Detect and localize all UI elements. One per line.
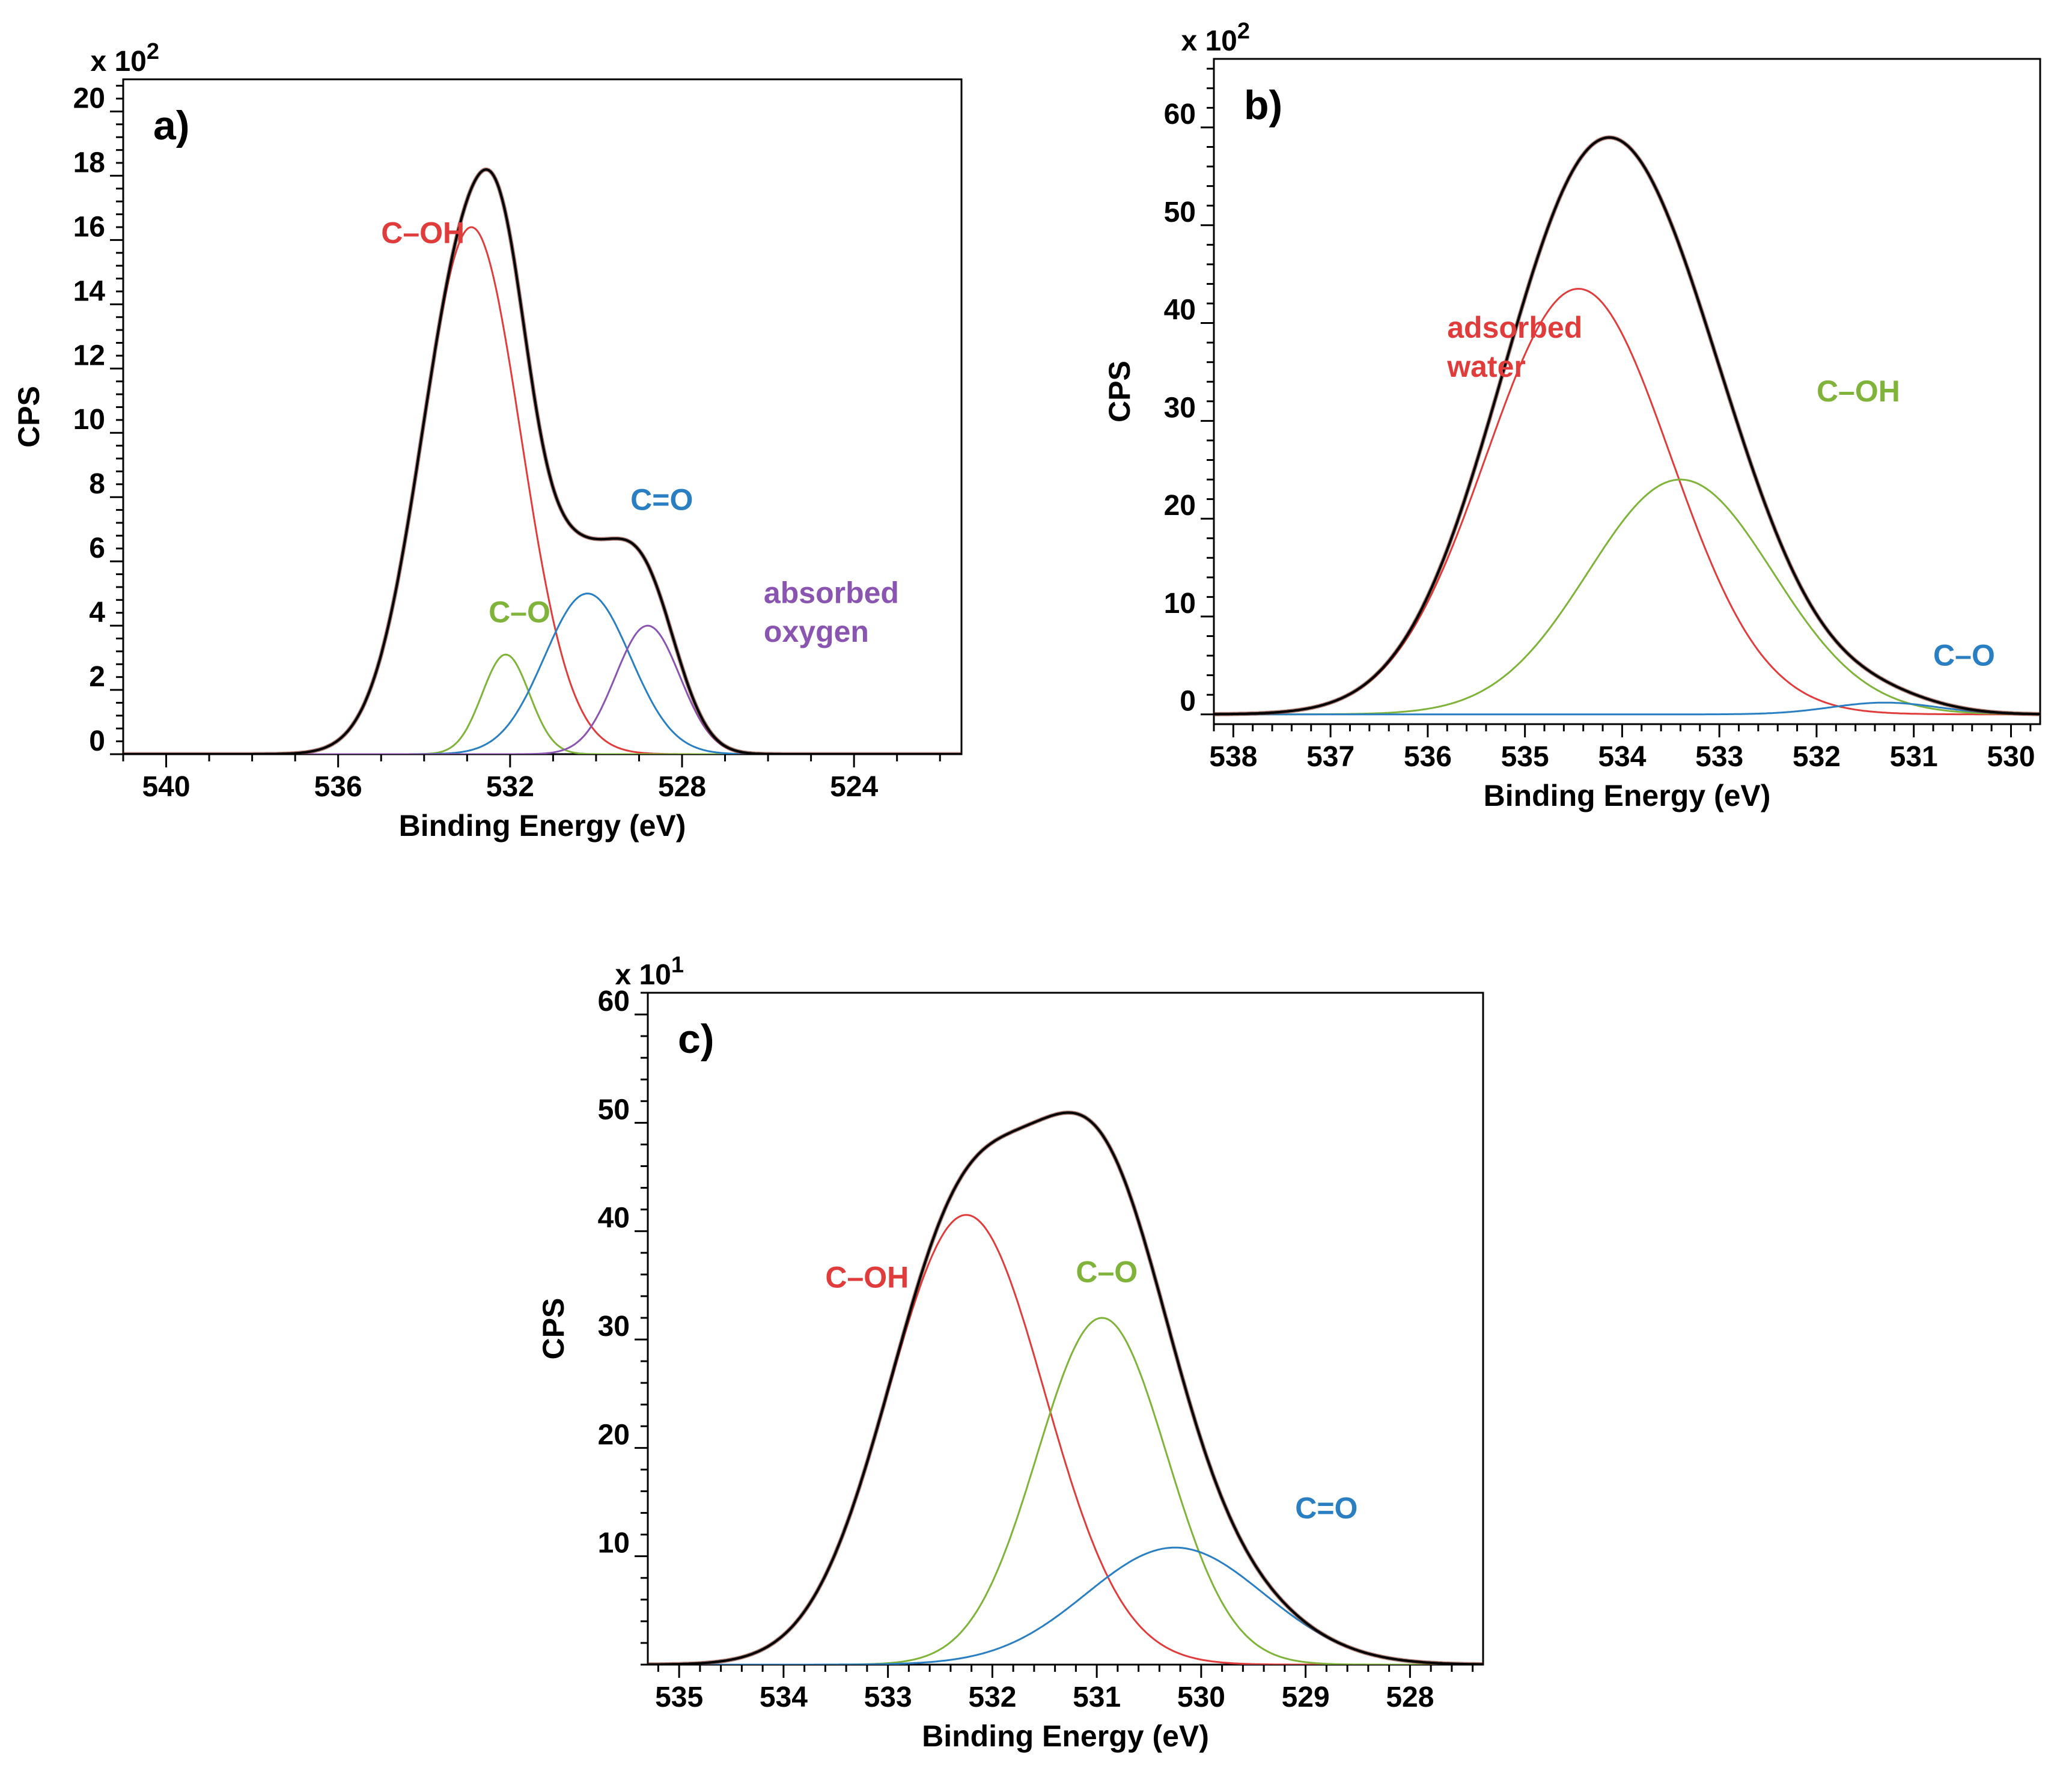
peak-annotation: C–O [489,596,550,629]
y-tick-label: 50 [1164,197,1196,228]
x-tick-label: 533 [1695,741,1743,773]
plot-frame [647,992,1484,1666]
y-tick-label: 60 [598,986,630,1017]
series-line-2 [648,1317,1483,1665]
plot-frame [1213,58,2041,725]
series-line-1 [648,1214,1483,1665]
y-tick-label: 20 [73,82,105,114]
peak-annotation: C=O [1295,1492,1357,1525]
x-tick-label: 538 [1209,741,1257,773]
y-tick-label: 0 [89,725,105,757]
series-line-3 [1214,701,2040,716]
y-tick-label: 10 [598,1528,630,1559]
peak-annotation: C–OH [825,1260,909,1294]
x-tick-label: 528 [658,771,706,803]
x-tick-label: 536 [314,771,362,803]
x-tick-label: 531 [1890,741,1938,773]
x-tick-label: 530 [1987,741,2035,773]
y-tick-label: 10 [1164,588,1196,620]
x-tick-label: 524 [830,771,878,803]
x-tick-label: 530 [1177,1681,1225,1713]
y-tick-label: 30 [1164,392,1196,424]
y-tick-label: 18 [73,147,105,178]
y-tick-label: 2 [89,661,105,693]
y-tick-label: 50 [598,1094,630,1126]
peak-annotation: absorbed [764,576,899,610]
fit-envelope-shadow [123,167,961,754]
xps-panel-c: 535 534 533 532 531 530 529 528 10 20 30 40 50 60 x 10… [517,925,1502,1777]
series-line-1 [123,226,961,754]
series-line-2 [123,653,961,754]
curves-group [123,167,961,754]
x-tick-label: 531 [1073,1681,1121,1713]
fit-envelope-shadow [648,1111,1483,1665]
y-axis-title: CPS [1103,361,1136,422]
peak-annotation: C–O [1076,1255,1138,1288]
series-line-4 [123,624,961,754]
xps-panel-a: 540 536 532 528 524 0 2 4 6 8 10 12 14 16 18 20 x 102 Bin… [0,0,986,865]
panel-label: a) [153,103,189,148]
series-line-3 [648,1546,1483,1665]
y-tick-label: 14 [73,275,106,307]
x-axis-title: Binding Energy (eV) [399,809,686,843]
chart-c: 535 534 533 532 531 530 529 528 10 20 30 40 50 60x 10… [537,953,1484,1753]
x-tick-label: 536 [1404,741,1452,773]
plot-frame [122,78,963,755]
x-tick-label: 532 [486,771,534,803]
y-tick-label: 10 [73,404,105,436]
peak-annotation: water [1446,350,1526,383]
x-tick-label: 532 [968,1681,1016,1713]
y-tick-label: 60 [1164,99,1196,130]
xps-panel-b: 538 537 536 535 534 533 532 531 530 0 10 20 30 40 50 60… [1064,0,2072,865]
peak-annotation: C=O [630,483,693,517]
panel-label: b) [1244,82,1282,128]
peak-annotation: C–O [1933,638,1995,672]
y-tick-label: 4 [89,597,105,629]
x-tick-label: 534 [760,1681,808,1713]
fit-envelope-shadow [1214,135,2040,716]
chart-b: 538 537 536 535 534 533 532 531 530 0 10 20 30 40 50 60… [1103,19,2041,812]
y-tick-label: 20 [1164,490,1196,522]
panel-label: c) [678,1016,714,1062]
x-tick-label: 540 [142,771,190,803]
x-tick-label: 529 [1282,1681,1330,1713]
y-multiplier-label: x 102 [90,39,159,78]
y-tick-label: 0 [1180,686,1196,718]
y-axis-title: CPS [12,386,46,448]
x-tick-label: 535 [1501,741,1549,773]
series-line-3 [123,593,961,754]
curves-group [648,1111,1483,1665]
y-tick-label: 6 [89,532,105,564]
y-tick-label: 8 [89,468,105,500]
y-tick-label: 30 [598,1311,630,1343]
x-axis-title: Binding Energy (eV) [1484,779,1771,812]
y-tick-label: 40 [1164,294,1196,326]
peak-annotation: adsorbed [1447,311,1582,344]
x-tick-label: 537 [1306,741,1354,773]
peak-annotation: C–OH [1817,374,1900,408]
y-tick-label: 16 [73,211,105,243]
peak-annotation: C–OH [381,216,465,250]
x-axis-title: Binding Energy (eV) [922,1719,1209,1753]
x-tick-label: 535 [655,1681,703,1713]
chart-a: 540 536 532 528 524 0 2 4 6 8 10 12 14 16 18 20 x 102 Bin… [12,39,963,843]
curves-group [1214,135,2040,716]
y-multiplier-label: x 101 [615,953,684,991]
series-line-2 [1214,478,2040,716]
y-multiplier-label: x 102 [1181,19,1250,57]
x-tick-label: 534 [1598,741,1646,773]
fit-envelope-line [1214,136,2040,716]
fit-envelope-line [648,1111,1483,1665]
y-tick-label: 12 [73,340,105,371]
x-tick-label: 532 [1793,741,1841,773]
x-tick-label: 528 [1386,1681,1434,1713]
y-tick-label: 20 [598,1419,630,1451]
series-line-1 [1214,288,2040,716]
y-axis-title: CPS [537,1298,570,1360]
fit-envelope-line [123,168,961,754]
x-tick-label: 533 [864,1681,912,1713]
peak-annotation: oxygen [764,615,869,648]
y-tick-label: 40 [598,1202,630,1234]
